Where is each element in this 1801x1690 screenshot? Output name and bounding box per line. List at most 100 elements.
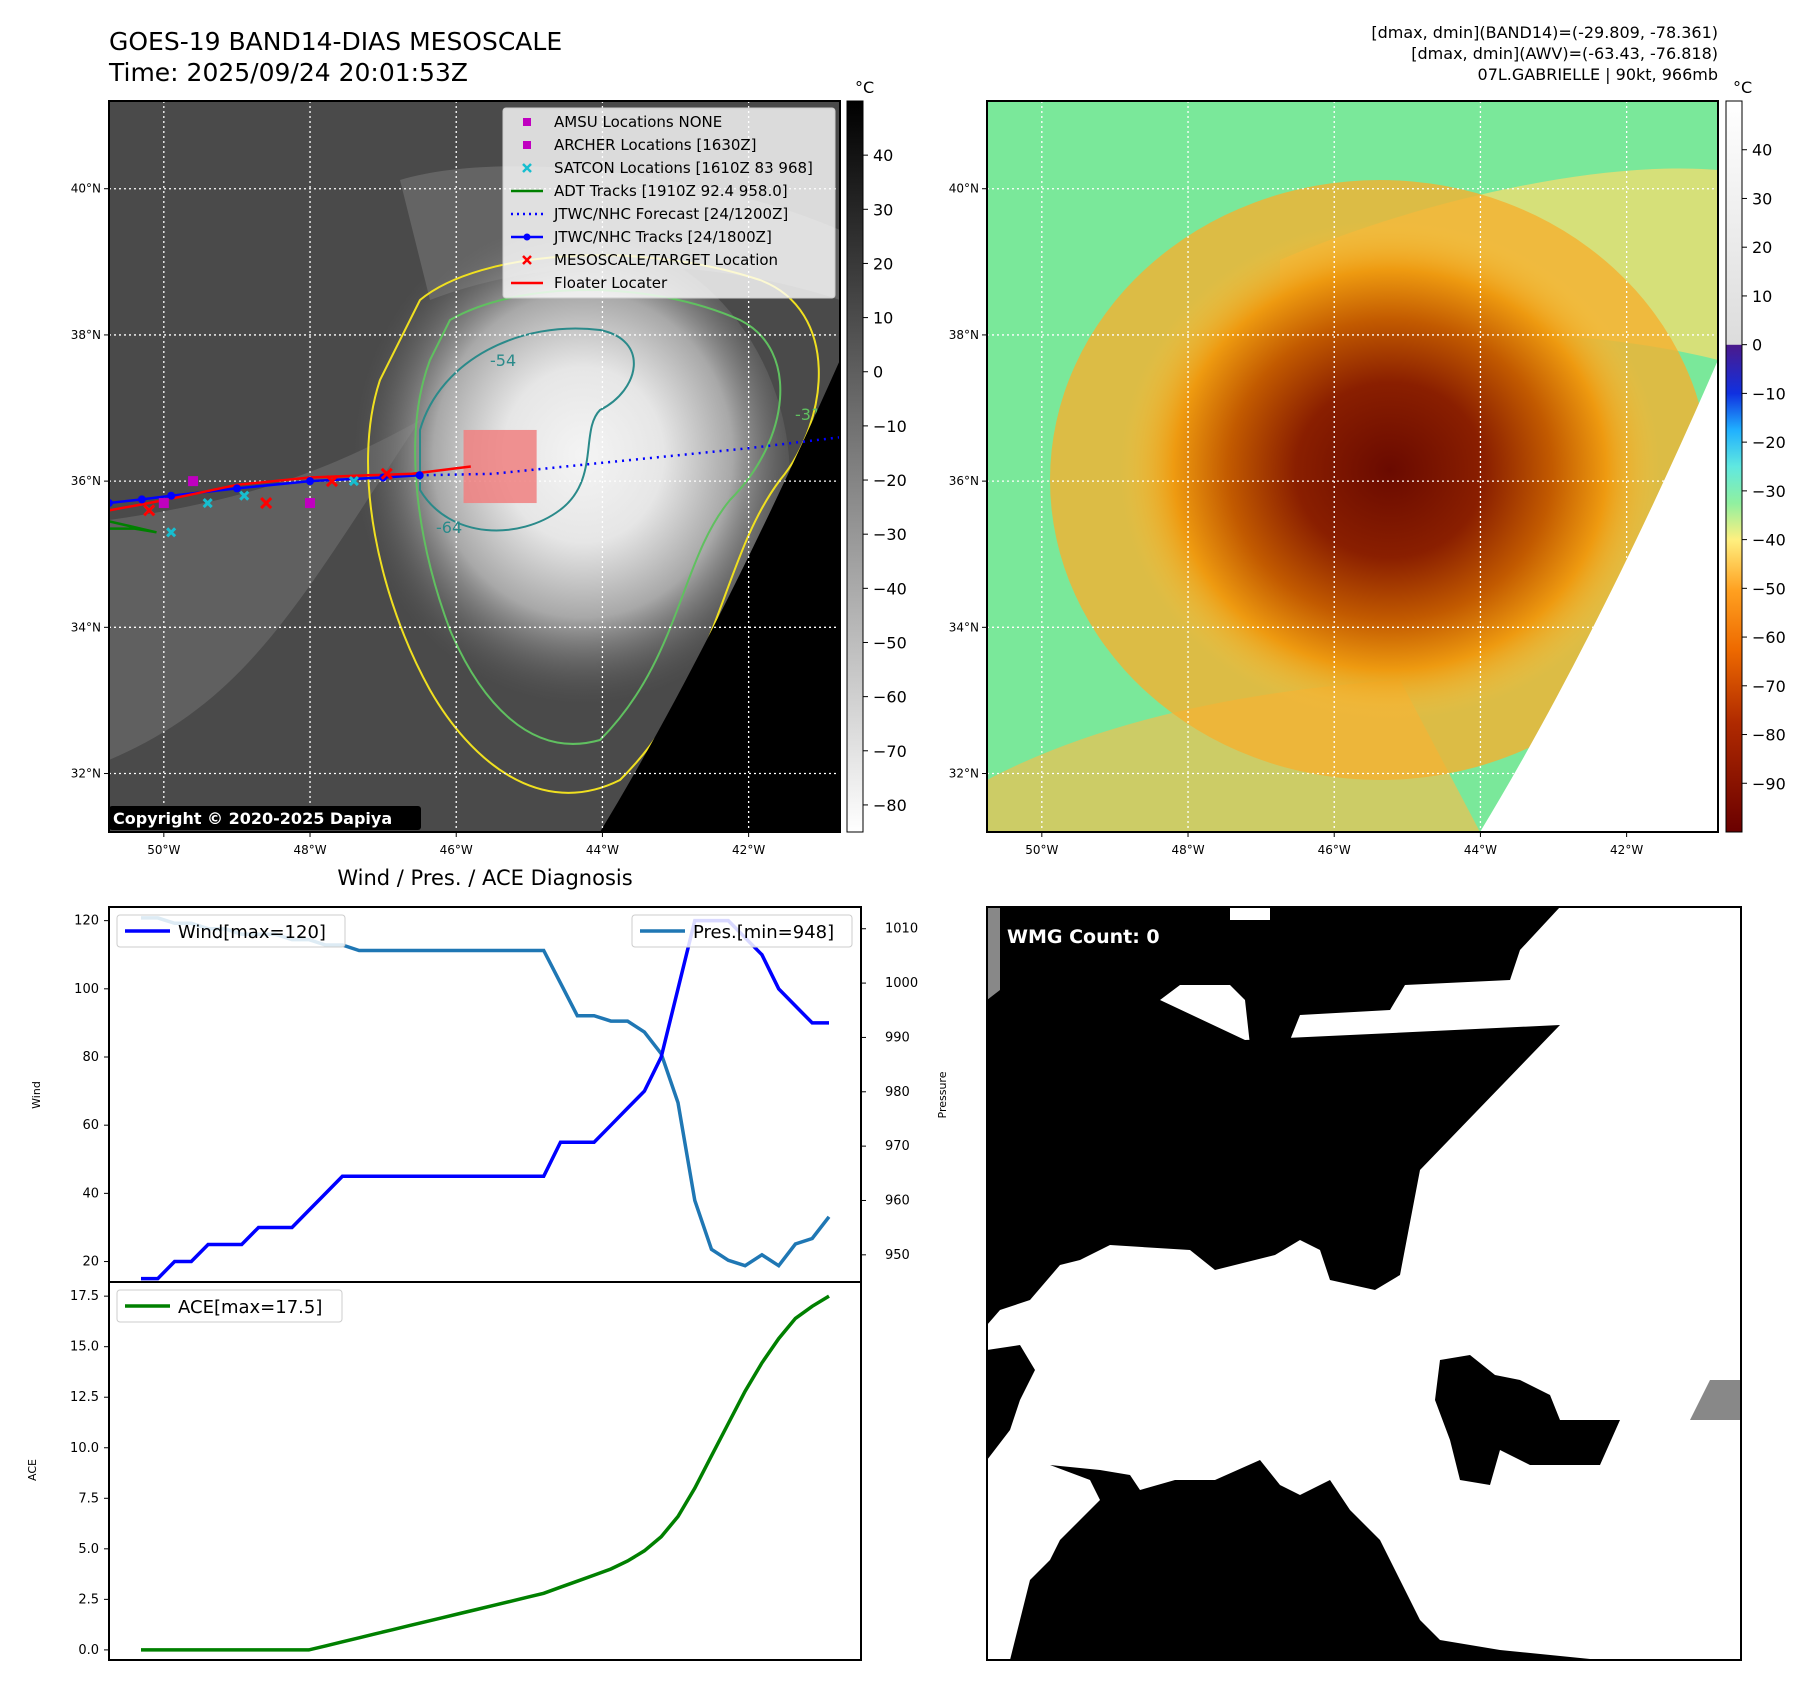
colorbar-tick-label: −90	[1752, 774, 1786, 793]
wind-legend-box	[116, 914, 346, 948]
wind-tick-label: 20	[82, 1255, 99, 1270]
target-location-box	[463, 429, 537, 504]
colorbar-tick-label: −10	[873, 417, 907, 436]
lat-tick-label: 32°N	[71, 767, 101, 781]
colorbar-tick-label: −40	[1752, 531, 1786, 550]
colorbar-tick-label: −20	[873, 471, 907, 490]
wmg-frame	[986, 906, 1742, 1661]
lat-tick-label: 38°N	[949, 328, 979, 342]
pressure-tick-label: 970	[885, 1139, 910, 1154]
ir-legend-box	[502, 107, 836, 299]
lon-tick-label: 44°W	[586, 843, 619, 857]
ir-legend: AMSU Locations NONE ARCHER Locations [163…	[502, 107, 836, 299]
legend-swatch-square	[523, 141, 531, 149]
ir-contour-label-64: -64	[436, 518, 462, 537]
ir-map-frame	[108, 100, 841, 833]
archer-location-marker	[158, 498, 169, 509]
satcon-location-marker	[348, 476, 359, 487]
awv-axis-ticks: 50°W 48°W 46°W 44°W 42°W 40°N 38°N 36°N 34°N 32°N	[949, 182, 1644, 857]
ace-tick-label: 15.0	[70, 1340, 99, 1355]
awv-colorbar	[1725, 100, 1743, 833]
ace-tick-label: 0.0	[78, 1643, 99, 1658]
wind-tick-label: 100	[74, 982, 99, 997]
wmg-count-label: WMG Count: 0	[1007, 926, 1160, 948]
legend-label: ARCHER Locations [1630Z]	[554, 136, 757, 154]
jtwc-track-point	[415, 471, 424, 480]
ace-legend-box	[116, 1289, 343, 1323]
ir-colorbar-ticks: 40 30 20 10 0 −10 −20 −30 −40 −50 −60 −70 −80	[863, 146, 907, 815]
floater-locater-track	[109, 465, 471, 512]
legend-swatch-x	[522, 163, 532, 173]
wind-axis-label: Wind	[30, 1081, 43, 1109]
figure-title-line2: Time: 2025/09/24 20:01:53Z	[108, 58, 468, 87]
wind-y-ticks: 20 40 60 80 100 120	[74, 914, 109, 1270]
target-location-marker	[380, 467, 393, 480]
target-location-marker	[143, 504, 156, 517]
lat-tick-label: 36°N	[949, 474, 979, 488]
colorbar-tick-label: 0	[1752, 336, 1762, 355]
pressure-axis-label: Pressure	[936, 1071, 949, 1118]
adt-track	[109, 520, 157, 534]
pressure-tick-label: 1000	[885, 976, 918, 991]
stats-line2: [dmax, dmin](AWV)=(-63.43, -76.818)	[1411, 44, 1718, 63]
lat-tick-label: 32°N	[949, 767, 979, 781]
legend-label: SATCON Locations [1610Z 83 968]	[554, 159, 813, 177]
wind-tick-label: 120	[74, 914, 99, 929]
ace-legend-label: ACE[max=17.5]	[178, 1297, 322, 1318]
ir-contour-green	[414, 289, 782, 745]
lon-tick-label: 48°W	[293, 843, 326, 857]
lon-tick-label: 48°W	[1171, 843, 1204, 857]
ir-storm-core	[330, 230, 790, 730]
ace-legend: ACE[max=17.5]	[116, 1289, 343, 1323]
ir-no-data-region	[600, 360, 840, 832]
ir-colorbar	[846, 100, 864, 833]
pressure-tick-label: 1010	[885, 922, 918, 937]
colorbar-tick-label: −80	[1752, 726, 1786, 745]
jtwc-track-point	[137, 495, 146, 504]
lat-tick-label: 36°N	[71, 474, 101, 488]
ace-tick-label: 2.5	[78, 1592, 99, 1607]
wmg-panel: WMG Count: 0	[986, 906, 1742, 1661]
legend-swatch-dot	[523, 233, 531, 241]
jtwc-forecast-track	[419, 436, 840, 477]
stats-line3: 07L.GABRIELLE | 90kt, 966mb	[1478, 65, 1718, 84]
ir-contour-teal	[419, 327, 635, 532]
colorbar-tick-label: −50	[1752, 579, 1786, 598]
awv-map-frame	[986, 100, 1719, 833]
colorbar-tick-label: −30	[873, 525, 907, 544]
ace-tick-label: 7.5	[78, 1491, 99, 1506]
lat-tick-label: 34°N	[949, 620, 979, 634]
wmg-black-edge	[987, 1345, 1035, 1460]
satcon-location-marker	[166, 527, 177, 538]
legend-label: AMSU Locations NONE	[554, 113, 722, 131]
colorbar-tick-label: 30	[1752, 189, 1772, 208]
ace-axis-label: ACE	[26, 1459, 39, 1481]
wind-tick-label: 80	[82, 1050, 99, 1065]
diagnosis-panel: Wind / Pres. / ACE Diagnosis 20 40 60 80 100…	[26, 866, 949, 1661]
wind-tick-label: 40	[82, 1186, 99, 1201]
legend-swatch-square	[523, 118, 531, 126]
colorbar-tick-label: 10	[1752, 287, 1772, 306]
lat-tick-label: 38°N	[71, 328, 101, 342]
awv-no-data-region	[1480, 360, 1718, 832]
ir-colorbar-unit: °C	[855, 78, 874, 97]
lon-tick-label: 46°W	[1318, 843, 1351, 857]
archer-location-marker	[188, 476, 199, 487]
ir-axis-ticks: 50°W 48°W 46°W 44°W 42°W 40°N 38°N 36°N 34°N 32°N	[71, 182, 766, 857]
wmg-black-region-lower	[1010, 1460, 1600, 1660]
colorbar-tick-label: 30	[873, 200, 893, 219]
lat-tick-label: 34°N	[71, 620, 101, 634]
colorbar-tick-label: −40	[873, 579, 907, 598]
lon-tick-label: 44°W	[1464, 843, 1497, 857]
lon-tick-label: 50°W	[1025, 843, 1058, 857]
jtwc-track-point	[306, 477, 315, 486]
ace-y-ticks: 0.0 2.5 5.0 7.5 10.0 12.5 15.0 17.5	[70, 1289, 109, 1658]
awv-colorbar-unit: °C	[1733, 78, 1752, 97]
ir-contour-label-54: -54	[490, 351, 516, 370]
wind-legend: Wind[max=120]	[116, 914, 346, 948]
colorbar-tick-label: 40	[1752, 141, 1772, 160]
legend-label: ADT Tracks [1910Z 92.4 958.0]	[554, 182, 788, 200]
pressure-y-ticks: 950 960 970 980 990 1000 1010	[861, 922, 918, 1263]
legend-label: Floater Locater	[554, 274, 668, 292]
